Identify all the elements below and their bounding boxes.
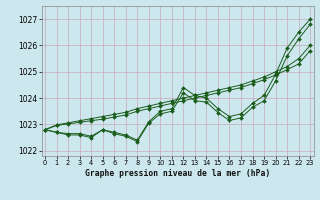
X-axis label: Graphe pression niveau de la mer (hPa): Graphe pression niveau de la mer (hPa)	[85, 169, 270, 178]
